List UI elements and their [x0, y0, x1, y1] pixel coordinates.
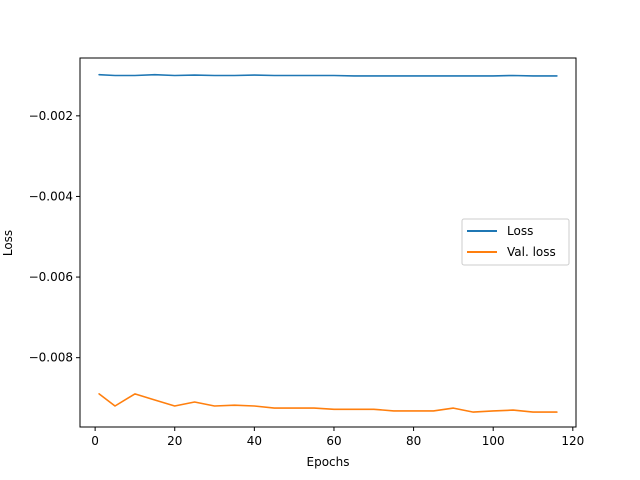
- x-axis-label: Epochs: [307, 455, 350, 469]
- y-tick-label: −0.004: [29, 189, 73, 203]
- x-tick-label: 100: [482, 434, 505, 448]
- series-layer: [98, 73, 558, 413]
- val-loss-series-line: [98, 393, 558, 413]
- y-tick-label: −0.002: [29, 109, 73, 123]
- y-tick-label: −0.006: [29, 270, 73, 284]
- legend-loss-label: Loss: [507, 224, 533, 238]
- loss-series-line: [98, 73, 558, 77]
- y-tick-label: −0.008: [29, 351, 73, 365]
- x-tick-label: 120: [561, 434, 584, 448]
- legend: Loss Val. loss: [461, 218, 570, 266]
- x-tick-label: 80: [406, 434, 421, 448]
- y-axis-ticks: −0.002 −0.004 −0.006 −0.008: [29, 109, 80, 365]
- legend-val-loss-label: Val. loss: [507, 245, 556, 259]
- x-axis-ticks: 0 20 40 60 80 100 120: [91, 427, 584, 448]
- x-tick-label: 60: [326, 434, 341, 448]
- x-tick-label: 40: [247, 434, 262, 448]
- y-axis-label: Loss: [1, 230, 15, 256]
- plot-frame: [79, 57, 577, 428]
- x-tick-label: 0: [91, 434, 99, 448]
- x-tick-label: 20: [167, 434, 182, 448]
